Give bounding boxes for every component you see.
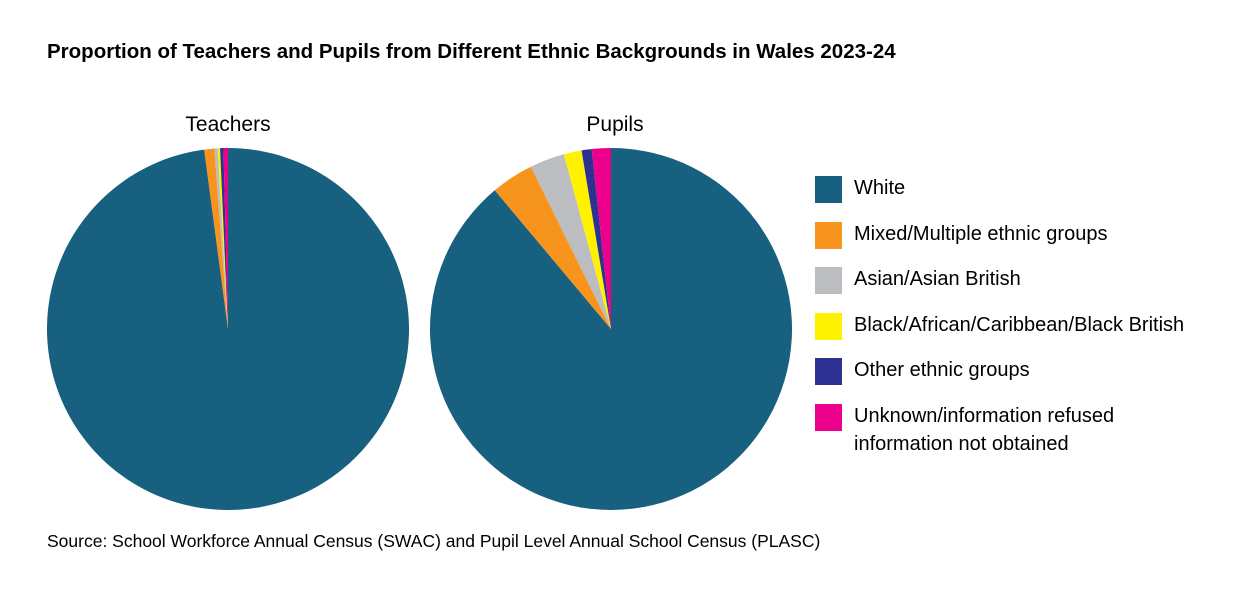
legend-swatch [815, 176, 842, 203]
legend-label: Mixed/Multiple ethnic groups [854, 222, 1108, 245]
pie-slice-teachers-1 [204, 148, 228, 329]
legend-item-other: Other ethnic groups [815, 356, 1234, 402]
chart-title: Proportion of Teachers and Pupils from D… [47, 40, 896, 63]
pie-slice-pupils-2 [530, 154, 611, 329]
pie-slice-teachers-0 [47, 148, 410, 511]
legend-label: Asian/Asian British [854, 268, 1021, 290]
pie-slice-pupils-1 [494, 166, 611, 329]
legend-swatch [815, 403, 842, 431]
legend-item-black: Black/African/Caribbean/Black British [815, 311, 1234, 357]
legend-label: White [854, 177, 906, 199]
pie-slice-teachers-4 [220, 148, 228, 329]
pie-slice-teachers-2 [214, 148, 228, 329]
legend-label: Other ethnic groups [854, 359, 1030, 381]
legend-item-asian: Asian/Asian British [815, 265, 1234, 311]
legend-swatch [815, 221, 842, 249]
legend: White Mixed/Multiple ethnic groups Asian… [815, 174, 1234, 455]
pie-chart-teachers [47, 148, 410, 511]
pie-slice-pupils-3 [563, 150, 611, 329]
pie-title-teachers: Teachers [185, 113, 271, 136]
pie-title-pupils: Pupils [586, 113, 644, 136]
legend-item-mixed: Mixed/Multiple ethnic groups [815, 220, 1234, 266]
pie-slice-teachers-5 [223, 148, 228, 329]
legend-swatch [815, 312, 842, 340]
pie-slice-pupils-4 [581, 149, 611, 329]
legend-swatch [815, 358, 842, 385]
legend-label: Black/African/Caribbean/Black British [854, 313, 1185, 336]
pie-chart-pupils [430, 148, 792, 510]
legend-label: Unknown/information refused information … [854, 404, 1115, 455]
source-note: Source: School Workforce Annual Census (… [47, 531, 821, 551]
legend-item-white: White [815, 174, 1234, 220]
pie-slice-pupils-5 [591, 148, 611, 329]
legend-swatch [815, 267, 842, 294]
pie-slice-teachers-3 [217, 148, 228, 329]
legend-item-unknown: Unknown/information refused information … [815, 402, 1234, 455]
